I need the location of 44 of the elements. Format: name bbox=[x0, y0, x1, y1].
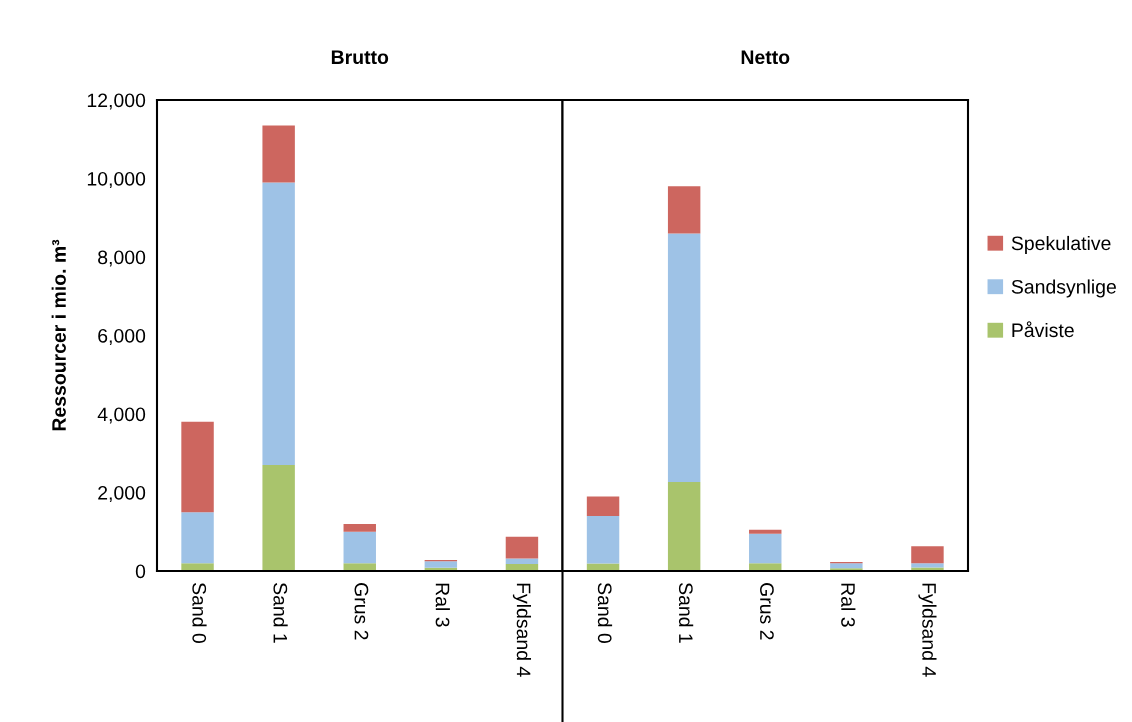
bar bbox=[749, 533, 782, 564]
x-tick-label: Sand 0 bbox=[192, 583, 207, 643]
legend-label: Spekulative bbox=[1011, 235, 1111, 255]
y-axis-title: Ressourcer i mio. m³ bbox=[51, 239, 66, 431]
legend-label: Påviste bbox=[1012, 321, 1074, 338]
chart-title: Brutto bbox=[331, 50, 389, 65]
bar bbox=[262, 465, 295, 571]
bar bbox=[343, 531, 376, 564]
bar bbox=[262, 125, 295, 183]
x-tick-label: Fyldsand 4 bbox=[918, 583, 937, 677]
y-tick-label: 4,000 bbox=[97, 407, 146, 424]
bar bbox=[505, 536, 539, 559]
bar bbox=[830, 563, 863, 569]
y-tick-label: 10,000 bbox=[87, 171, 146, 189]
bar bbox=[181, 421, 214, 513]
bar bbox=[181, 563, 214, 571]
bar bbox=[667, 481, 701, 571]
x-tick-label: Ral 3 bbox=[841, 583, 856, 627]
bar bbox=[262, 182, 295, 466]
bar bbox=[424, 561, 458, 568]
x-tick-label: Sand 1 bbox=[273, 583, 288, 643]
x-tick-label: Grus 2 bbox=[354, 583, 369, 640]
y-tick-label: 8,000 bbox=[98, 250, 146, 267]
bar bbox=[181, 512, 214, 564]
y-tick-label: 0 bbox=[135, 564, 146, 579]
legend-label: Sandsynlige bbox=[1011, 279, 1116, 298]
x-tick-label: Fyldsand 4 bbox=[512, 583, 532, 677]
bar bbox=[586, 516, 620, 564]
x-tick-label: Sand 0 bbox=[597, 583, 613, 643]
bar bbox=[667, 233, 701, 482]
y-tick-label: 6,000 bbox=[98, 328, 146, 346]
bar bbox=[343, 523, 376, 532]
y-tick-label: 12,000 bbox=[87, 93, 146, 110]
x-tick-label: Ral 3 bbox=[435, 583, 450, 627]
bar bbox=[911, 563, 944, 568]
bar bbox=[586, 496, 620, 517]
chart-title: Netto bbox=[741, 50, 790, 65]
x-tick-label: Sand 1 bbox=[678, 583, 694, 643]
y-tick-label: 2,000 bbox=[98, 485, 146, 503]
x-tick-label: Grus 2 bbox=[760, 583, 774, 640]
bar bbox=[749, 529, 782, 534]
bar bbox=[505, 558, 539, 564]
bar bbox=[667, 186, 701, 234]
bar bbox=[911, 546, 944, 564]
